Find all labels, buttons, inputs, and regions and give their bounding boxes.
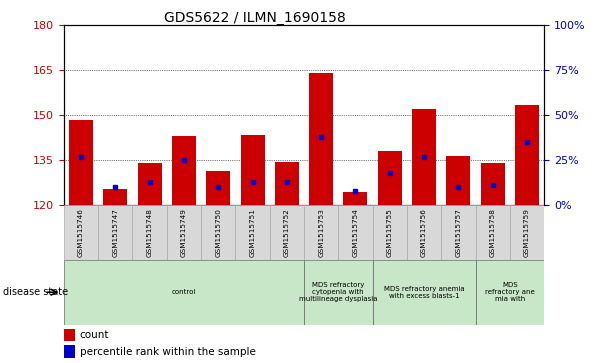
Bar	[407, 205, 441, 260]
Bar	[304, 205, 338, 260]
Bar	[64, 205, 98, 260]
Bar	[441, 205, 475, 260]
Bar	[275, 162, 299, 205]
Text: MDS
refractory ane
mia with: MDS refractory ane mia with	[485, 282, 534, 302]
Bar	[64, 260, 304, 325]
Bar	[69, 120, 93, 205]
Bar	[481, 163, 505, 205]
Bar	[137, 163, 162, 205]
Text: GSM1515758: GSM1515758	[489, 208, 496, 257]
Bar	[373, 260, 475, 325]
Bar	[515, 105, 539, 205]
Text: MDS refractory anemia
with excess blasts-1: MDS refractory anemia with excess blasts…	[384, 286, 465, 299]
Bar	[103, 189, 127, 205]
Bar	[378, 151, 402, 205]
Text: GSM1515749: GSM1515749	[181, 208, 187, 257]
Bar	[64, 329, 75, 341]
Text: GSM1515750: GSM1515750	[215, 208, 221, 257]
Bar	[510, 205, 544, 260]
Bar	[309, 73, 333, 205]
Bar	[201, 205, 235, 260]
Bar	[172, 136, 196, 205]
Text: GDS5622 / ILMN_1690158: GDS5622 / ILMN_1690158	[165, 11, 346, 25]
Text: GSM1515748: GSM1515748	[147, 208, 153, 257]
Bar	[475, 205, 510, 260]
Bar	[304, 260, 373, 325]
Bar	[241, 135, 264, 205]
Text: control: control	[171, 289, 196, 295]
Bar	[475, 260, 544, 325]
Bar	[338, 205, 373, 260]
Bar	[98, 205, 133, 260]
Bar	[446, 156, 471, 205]
Bar	[167, 205, 201, 260]
Bar	[412, 109, 436, 205]
Text: disease state: disease state	[3, 287, 68, 297]
Bar	[235, 205, 270, 260]
Text: GSM1515757: GSM1515757	[455, 208, 461, 257]
Text: GSM1515754: GSM1515754	[353, 208, 359, 257]
Text: percentile rank within the sample: percentile rank within the sample	[80, 347, 255, 356]
Bar	[344, 192, 367, 205]
Bar	[270, 205, 304, 260]
Text: GSM1515747: GSM1515747	[112, 208, 119, 257]
Text: GSM1515755: GSM1515755	[387, 208, 393, 257]
Bar	[206, 171, 230, 205]
Text: GSM1515751: GSM1515751	[249, 208, 255, 257]
Text: GSM1515759: GSM1515759	[524, 208, 530, 257]
Bar	[64, 345, 75, 358]
Text: GSM1515746: GSM1515746	[78, 208, 84, 257]
Bar	[373, 205, 407, 260]
Text: GSM1515756: GSM1515756	[421, 208, 427, 257]
Text: count: count	[80, 330, 109, 340]
Text: GSM1515753: GSM1515753	[318, 208, 324, 257]
Bar	[133, 205, 167, 260]
Text: MDS refractory
cytopenia with
multilineage dysplasia: MDS refractory cytopenia with multilinea…	[299, 282, 378, 302]
Text: GSM1515752: GSM1515752	[284, 208, 290, 257]
